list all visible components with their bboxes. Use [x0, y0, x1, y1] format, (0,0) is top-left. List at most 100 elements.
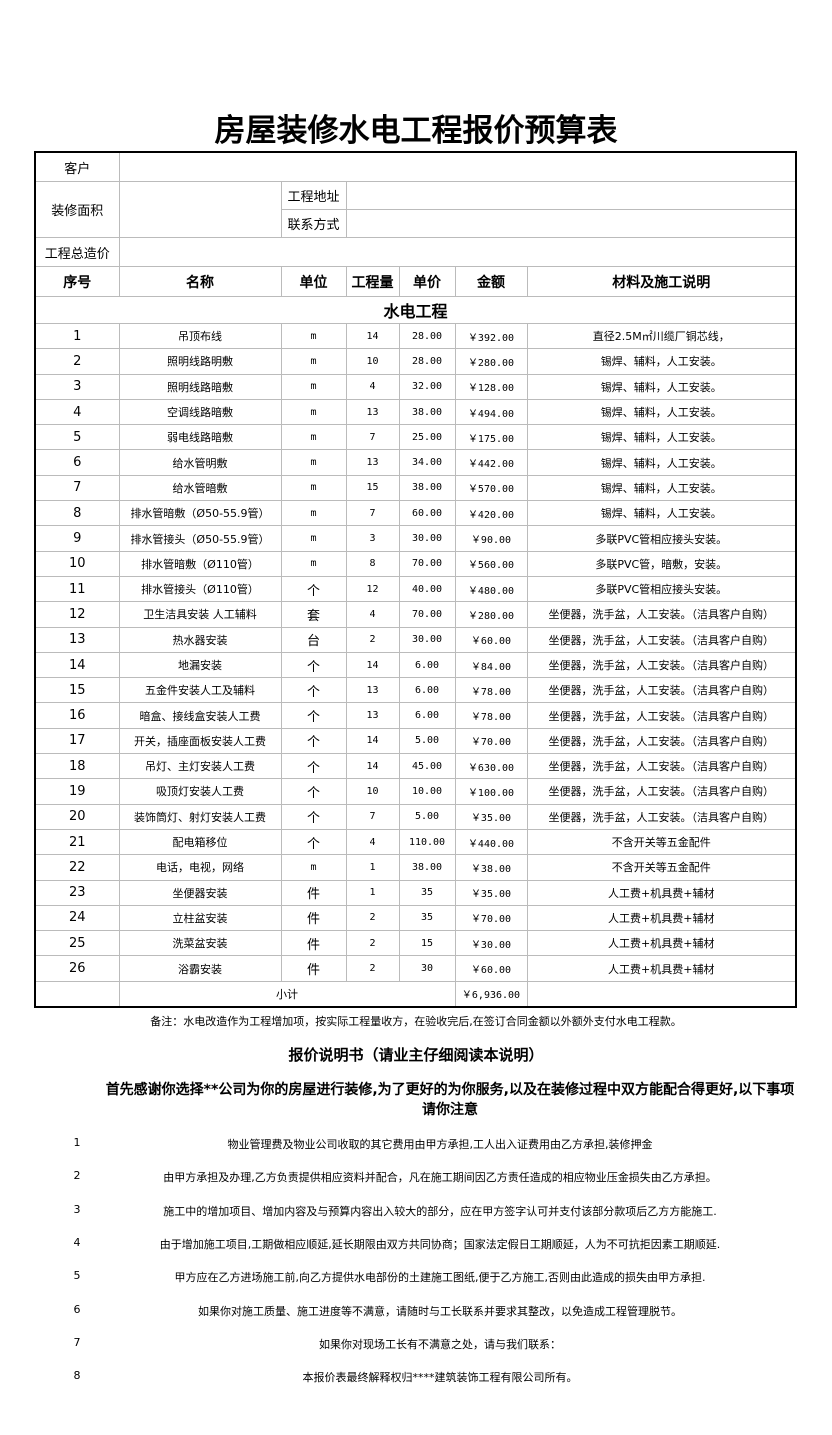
- table-row: 12 卫生洁具安装 人工辅料套 4 70.00 ￥280.00 坐便器，洗手盆，人工安装。…: [34, 601, 797, 628]
- unit: 个: [280, 677, 347, 704]
- unit: 个: [280, 828, 347, 856]
- amount: ￥100.00: [454, 778, 528, 805]
- unit-price: 35: [398, 904, 456, 932]
- row-index: 23: [34, 879, 120, 906]
- quantity: 1: [345, 879, 400, 906]
- table-row: 5 弱电线路暗敷 m 7 25.00 ￥175.00 锡焊、辅料，人工安装。: [34, 424, 797, 451]
- notice-text: 物业管理费及物业公司收取的其它费用由甲方承担,工人出入证费用由乙方承担,装修押金: [227, 1138, 653, 1151]
- address-field[interactable]: [345, 181, 797, 210]
- description: 坐便器，洗手盆，人工安装。（洁具客户自购）: [526, 702, 797, 729]
- unit-price: 35: [398, 879, 456, 906]
- unit-price: 30.00: [398, 525, 456, 552]
- row-index: 10: [34, 550, 120, 577]
- row-index: 2: [34, 348, 120, 375]
- item-name: 吸顶灯安装人工费: [118, 778, 282, 805]
- total-field[interactable]: [118, 237, 797, 267]
- row-index: 26: [34, 955, 120, 982]
- quantity: 7: [345, 424, 400, 451]
- notice-number: 6: [73, 1302, 81, 1316]
- row-index: 7: [34, 474, 120, 502]
- description: 坐便器，洗手盆，人工安装。（洁具客户自购）: [526, 601, 797, 628]
- quantity: 10: [345, 778, 400, 805]
- page-title: 房屋装修水电工程报价预算表: [214, 113, 618, 149]
- unit-price: 28.00: [398, 348, 456, 375]
- item-name: 空调线路暗敷: [118, 398, 282, 426]
- unit: 个: [280, 702, 347, 729]
- quantity: 13: [345, 677, 400, 704]
- amount: ￥30.00: [454, 930, 528, 957]
- unit: m: [280, 474, 347, 502]
- row-index: 1: [34, 322, 120, 350]
- notice-text: 如果你对施工质量、施工进度等不满意，请随时与工长联系并要求其整改，以免造成工程管…: [198, 1304, 682, 1318]
- table-row: 21 配电箱移位个 4 110.00 ￥440.00 不含开关等五金配件: [34, 828, 797, 856]
- notice-text: 由甲方承担及办理,乙方负责提供相应资料并配合，凡在施工期间因乙方责任造成的相应物…: [163, 1171, 717, 1185]
- unit-price: 5.00: [398, 727, 456, 755]
- amount: ￥440.00: [454, 828, 528, 856]
- item-name: 卫生洁具安装 人工辅料: [118, 601, 282, 628]
- unit-price: 38.00: [398, 854, 456, 881]
- item-name: 坐便器安装: [118, 879, 282, 906]
- description: 锡焊、辅料，人工安装。: [526, 500, 797, 527]
- table-row: 8 排水管暗敷（Ø50-55.9管） m 7 60.00 ￥420.00 锡焊、辅料，人工安…: [34, 500, 797, 527]
- item-name: 照明线路暗敷: [118, 373, 282, 400]
- address-label: 工程地址: [280, 181, 347, 210]
- quantity: 8: [345, 550, 400, 577]
- table-row: 19 吸顶灯安装人工费个 10 10.00 ￥100.00 坐便器，洗手盆，人工安装。（洁…: [34, 778, 797, 805]
- unit: 件: [280, 879, 347, 906]
- amount: ￥84.00: [454, 651, 528, 679]
- unit-price: 6.00: [398, 702, 456, 729]
- table-row: 25 洗菜盆安装件 2 15 ￥30.00 人工费+机具费+辅材: [34, 930, 797, 957]
- table-row: 11 排水管接头（Ø110管）个 12 40.00 ￥480.00 多联PVC管相应接头安…: [34, 575, 797, 603]
- unit: m: [280, 854, 347, 881]
- unit: m: [280, 449, 347, 476]
- row-index: 12: [34, 601, 120, 628]
- row-index: 18: [34, 753, 120, 780]
- quantity: 14: [345, 753, 400, 780]
- table-row: 26 浴霸安装件 2 30 ￥60.00 人工费+机具费+辅材: [34, 955, 797, 982]
- contact-field[interactable]: [345, 209, 797, 238]
- unit-price: 34.00: [398, 449, 456, 476]
- row-index: 11: [34, 575, 120, 603]
- amount: ￥420.00: [454, 500, 528, 527]
- table-row: 20 装饰筒灯、射灯安装人工费个 7 5.00 ￥35.00 坐便器，洗手盆，人工安装。（…: [34, 803, 797, 830]
- unit: 台: [280, 626, 347, 653]
- quantity: 4: [345, 373, 400, 400]
- table-row: 23 坐便器安装件 1 35 ￥35.00 人工费+机具费+辅材: [34, 879, 797, 906]
- amount: ￥78.00: [454, 702, 528, 729]
- intro-text: 首先感谢你选择**公司为你的房屋进行装修,为了更好的为你服务,以及在装修过程中双…: [105, 1082, 795, 1118]
- unit: m: [280, 398, 347, 426]
- item-name: 排水管暗敷（Ø110管）: [118, 550, 282, 577]
- subtotal-label: 小计: [118, 980, 456, 1008]
- unit: 件: [280, 904, 347, 932]
- unit-price: 70.00: [398, 550, 456, 577]
- customer-field[interactable]: [118, 151, 797, 182]
- row-index: 24: [34, 904, 120, 932]
- notice-number: 7: [73, 1335, 81, 1349]
- row-index: 14: [34, 651, 120, 679]
- item-name: 浴霸安装: [118, 955, 282, 982]
- quantity: 14: [345, 727, 400, 755]
- amount: ￥38.00: [454, 854, 528, 881]
- table-row: 24 立柱盆安装件 2 35 ￥70.00 人工费+机具费+辅材: [34, 904, 797, 932]
- description: 锡焊、辅料，人工安装。: [526, 424, 797, 451]
- unit: m: [280, 424, 347, 451]
- col-header: 单价: [398, 266, 456, 297]
- unit: 个: [280, 651, 347, 679]
- amount: ￥630.00: [454, 753, 528, 780]
- unit-price: 6.00: [398, 677, 456, 704]
- amount: ￥78.00: [454, 677, 528, 704]
- description: 人工费+机具费+辅材: [526, 930, 797, 957]
- amount: ￥560.00: [454, 550, 528, 577]
- item-name: 装饰筒灯、射灯安装人工费: [118, 803, 282, 830]
- amount: ￥280.00: [454, 348, 528, 375]
- amount: ￥494.00: [454, 398, 528, 426]
- table-row: 16 暗盒、接线盒安装人工费个 13 6.00 ￥78.00 坐便器，洗手盆，人工安装。（…: [34, 702, 797, 729]
- quantity: 13: [345, 702, 400, 729]
- row-index: 16: [34, 702, 120, 729]
- quantity: 13: [345, 398, 400, 426]
- unit-price: 70.00: [398, 601, 456, 628]
- area-field[interactable]: [118, 181, 282, 238]
- description: 多联PVC管相应接头安装。: [526, 575, 797, 603]
- table-row: 6 给水管明敷 m 13 34.00 ￥442.00 锡焊、辅料，人工安装。: [34, 449, 797, 476]
- description: 坐便器，洗手盆，人工安装。（洁具客户自购）: [526, 677, 797, 704]
